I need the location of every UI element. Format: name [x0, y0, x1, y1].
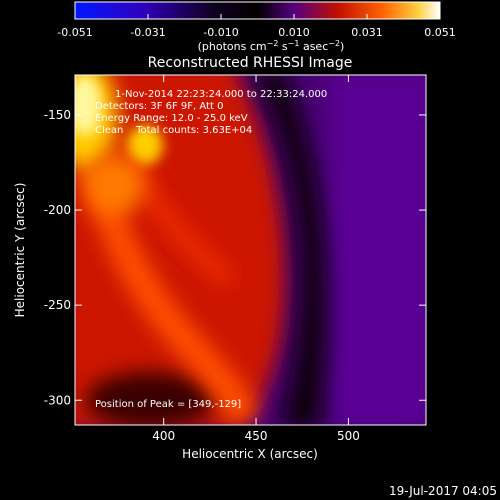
y-tick-label: -300 — [44, 393, 71, 407]
heatmap-arc-ridge — [80, 166, 259, 425]
colorbar-tick-label: -0.031 — [130, 26, 165, 39]
y-tick-label: -150 — [44, 108, 71, 122]
heatmap-dark-lane — [252, 75, 327, 425]
heatmap-secondary-spot — [127, 125, 163, 165]
heatmap-dark-void — [85, 372, 215, 425]
x-tick-label: 500 — [337, 429, 360, 443]
colorbar-gradient — [74, 1, 441, 20]
chart-title: Reconstructed RHESSI Image — [148, 55, 353, 71]
footer-date-stamp: 19-Jul-2017 04:05 — [389, 484, 497, 498]
colorbar-tick-label: -0.051 — [57, 26, 92, 39]
x-axis-label: Heliocentric X (arcsec) — [182, 447, 318, 461]
plot-frame — [74, 74, 427, 426]
annotation-detectors: Detectors: 3F 6F 9F, Att 0 — [95, 101, 223, 112]
colorbar-ticks: -0.051 -0.031 -0.010 0.010 0.031 0.051 — [57, 14, 456, 39]
colorbar-units-label: (photons cm−2 s−1 asec−2) — [198, 39, 345, 54]
annotation-clean-counts: Clean Total counts: 3.63E+04 — [95, 125, 252, 136]
colorbar-tick-label: 0.031 — [351, 26, 383, 39]
annotation-peak-position: Position of Peak = [349,-129] — [95, 399, 241, 410]
heatmap-image — [75, 75, 426, 425]
x-tick-label: 400 — [152, 429, 175, 443]
annotation-energy-range: Energy Range: 12.0 - 25.0 keV — [95, 113, 248, 124]
colorbar-tick-label: 0.010 — [278, 26, 310, 39]
y-axis-label: Heliocentric Y (arcsec) — [13, 183, 27, 318]
image-annotations: 1-Nov-2014 22:23:24.000 to 22:33:24.000 … — [95, 89, 327, 410]
annotation-time-range: 1-Nov-2014 22:23:24.000 to 22:33:24.000 — [115, 89, 327, 100]
y-axis-ticks: -150 -200 -250 -300 — [44, 108, 426, 407]
x-tick-label: 450 — [245, 429, 268, 443]
colorbar-tick-label: -0.010 — [203, 26, 238, 39]
y-tick-label: -250 — [44, 298, 71, 312]
x-axis-ticks: 400 450 500 — [152, 75, 360, 443]
colorbar: -0.051 -0.031 -0.010 0.010 0.031 0.051 (photo… — [57, 1, 456, 54]
colorbar-tick-label: 0.051 — [424, 26, 456, 39]
y-tick-label: -200 — [44, 203, 71, 217]
